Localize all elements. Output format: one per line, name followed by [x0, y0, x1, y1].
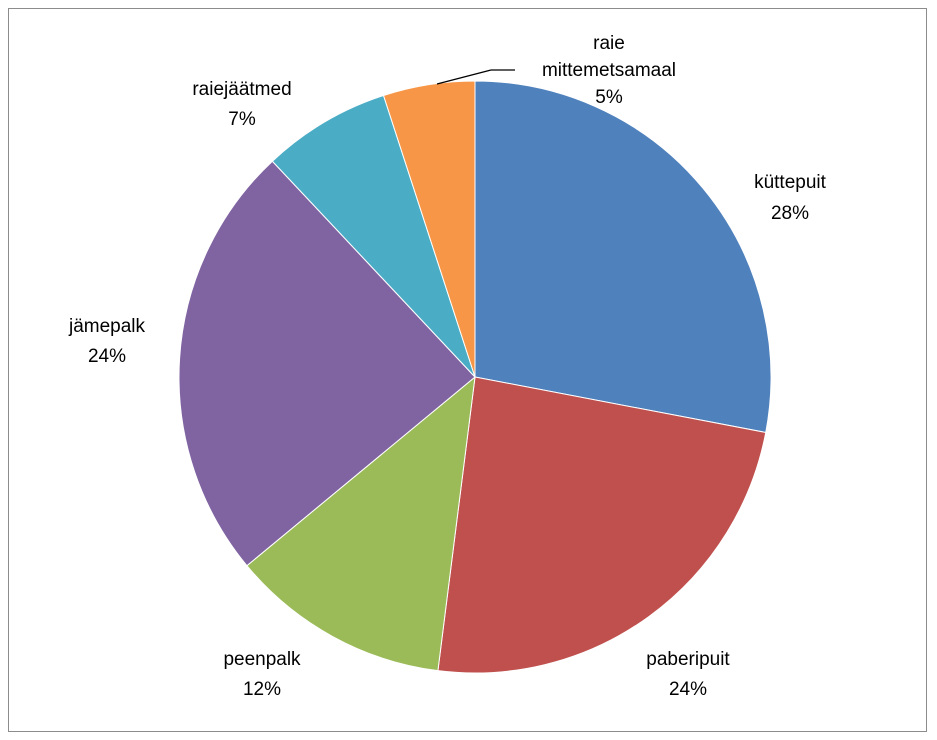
slice-label-6-line-3: 5%: [595, 87, 623, 108]
pie-labels: küttepuit 28% paberipuit 24% peenpalk 12% jäme…: [68, 33, 827, 700]
slice-label-4-line-1: jämepalk: [68, 316, 146, 337]
pie-slice-4: [178, 160, 476, 567]
slice-label-3-line-1: peenpalk: [223, 649, 301, 670]
slice-label-4-line-2: 24%: [88, 346, 126, 367]
leader-line-raie: [436, 69, 492, 85]
pie-slices: [178, 80, 772, 674]
slice-label-1-line-1: küttepuit: [754, 172, 827, 193]
slice-label-1-line-2: 28%: [771, 203, 809, 224]
slice-label-6-line-2: mittemetsamaal: [542, 60, 676, 81]
pie-slice-1: [474, 80, 772, 434]
pie-slice-2: [437, 376, 767, 674]
slice-label-3-line-2: 12%: [243, 679, 281, 700]
pie-slice-6: [382, 80, 476, 378]
slice-label-5-line-2: 7%: [228, 109, 256, 130]
slice-label-2-line-1: paberipuit: [646, 649, 730, 670]
slice-label-2-line-2: 24%: [669, 679, 707, 700]
pie-slice-5: [271, 94, 476, 378]
slice-label-6-line-1: raie: [593, 33, 625, 54]
pie-slice-3: [246, 375, 476, 672]
slice-label-5-line-1: raiejäätmed: [192, 79, 291, 100]
